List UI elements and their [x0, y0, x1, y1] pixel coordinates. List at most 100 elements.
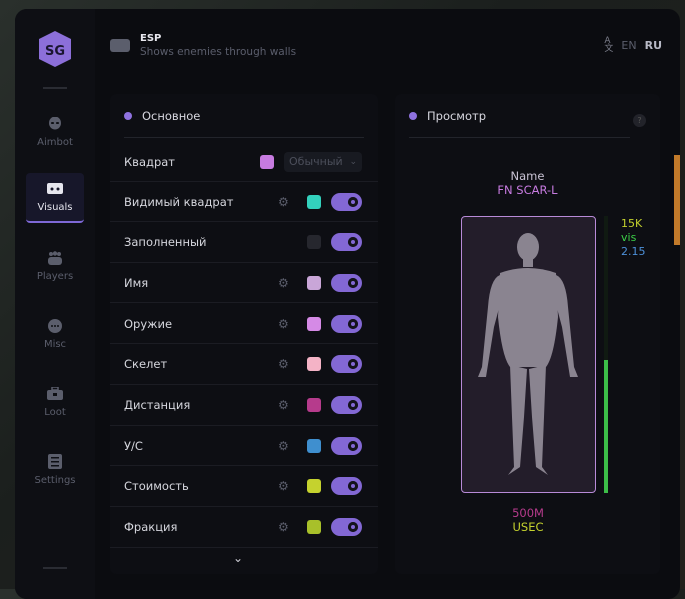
sidebar-item-settings[interactable]: Settings: [26, 445, 84, 495]
help-button[interactable]: ?: [633, 114, 646, 127]
color-swatch[interactable]: [307, 316, 321, 331]
box-mode-select[interactable]: Обычный ⌄: [284, 151, 362, 172]
sidebar-item-label: Aimbot: [37, 136, 73, 148]
setting-row: Оружие ⚙: [110, 304, 378, 345]
setting-row-box: Квадрат Обычный ⌄: [110, 142, 378, 182]
health-bar: [604, 216, 608, 493]
lang-ru-button[interactable]: RU: [644, 38, 662, 52]
list-icon: [46, 454, 64, 469]
app-window: SG Aimbot Visuals Players Misc Loot Sett…: [15, 9, 680, 599]
color-swatch[interactable]: [307, 520, 321, 535]
lang-en-button[interactable]: EN: [621, 38, 637, 52]
sidebar-item-label: Loot: [44, 406, 66, 418]
color-swatch[interactable]: [307, 438, 321, 453]
color-swatch[interactable]: [260, 154, 274, 169]
vr-goggles-icon: [46, 182, 64, 196]
main-settings-panel: Основное Квадрат Обычный ⌄ Видимый квадра…: [110, 94, 378, 574]
dots-icon: [46, 318, 64, 333]
toggle-switch[interactable]: [331, 273, 362, 292]
gear-icon[interactable]: ⚙: [278, 316, 289, 331]
gear-icon[interactable]: ⚙: [278, 438, 289, 453]
scroll-down-chevron-icon[interactable]: ⌄: [233, 551, 244, 565]
panel-title: Просмотр: [427, 109, 487, 123]
vr-goggles-icon: [110, 39, 130, 52]
users-icon: [46, 250, 64, 265]
color-swatch[interactable]: [307, 479, 321, 494]
select-value: Обычный: [289, 155, 343, 168]
color-swatch[interactable]: [307, 275, 321, 290]
eye-icon: [409, 112, 417, 120]
toggle-switch[interactable]: [331, 518, 362, 537]
gear-icon[interactable]: ⚙: [278, 398, 289, 412]
logo: SG: [39, 31, 71, 67]
sidebar-item-aimbot[interactable]: Aimbot: [26, 107, 84, 157]
setting-label: У/С: [124, 438, 143, 453]
gear-icon[interactable]: ⚙: [278, 194, 289, 209]
setting-row: Дистанция ⚙: [110, 386, 378, 426]
sidebar-item-visuals[interactable]: Visuals: [26, 173, 84, 223]
setting-label: Стоимость: [124, 479, 189, 494]
divider: [43, 87, 67, 89]
gear-icon[interactable]: ⚙: [278, 479, 289, 494]
setting-row: Заполненный: [110, 223, 378, 263]
background-element: [674, 155, 680, 245]
gear-icon[interactable]: ⚙: [278, 275, 289, 290]
sidebar-item-loot[interactable]: Loot: [26, 377, 84, 427]
sidebar-item-label: Players: [36, 270, 74, 282]
setting-row: Скелет ⚙: [110, 345, 378, 385]
sidebar-item-misc[interactable]: Misc: [26, 309, 84, 359]
player-model: [478, 233, 578, 475]
color-swatch[interactable]: [307, 357, 321, 372]
feature-title: ESP: [140, 33, 162, 44]
preview-value: 15K: [621, 217, 643, 230]
toggle-switch[interactable]: [331, 233, 362, 252]
setting-label: Скелет: [124, 357, 168, 372]
sidebar-item-label: Misc: [43, 338, 67, 350]
sidebar-item-label: Settings: [34, 474, 76, 486]
preview-panel: Просмотр ? Name FN SCAR-L 15K vis 2.15 5…: [395, 94, 660, 574]
panel-title: Основное: [142, 109, 201, 123]
toggle-switch[interactable]: [331, 477, 362, 496]
setting-row: Видимый квадрат ⚙: [110, 182, 378, 222]
setting-row: Стоимость ⚙: [110, 467, 378, 507]
toggle-switch[interactable]: [331, 355, 362, 374]
setting-row: Имя ⚙: [110, 263, 378, 304]
preview-weapon: FN SCAR-L: [497, 183, 558, 197]
toggle-switch[interactable]: [331, 436, 362, 455]
divider: [124, 137, 364, 138]
setting-row: У/С ⚙: [110, 426, 378, 467]
health-bar-fill: [604, 360, 608, 493]
sidebar-item-label: Visuals: [37, 201, 73, 213]
color-swatch[interactable]: [307, 398, 321, 412]
preview-distance: 500M: [512, 506, 544, 520]
setting-label: Дистанция: [124, 398, 191, 412]
sidebar-item-players[interactable]: Players: [26, 241, 84, 291]
setting-label: Видимый квадрат: [124, 194, 234, 209]
color-swatch[interactable]: [307, 194, 321, 209]
divider: [409, 137, 630, 138]
preview-name: Name: [510, 169, 545, 183]
toggle-switch[interactable]: [331, 314, 362, 333]
feature-subtitle: Shows enemies through walls: [140, 46, 297, 58]
preview-kd: 2.15: [621, 245, 646, 258]
gear-icon[interactable]: ⚙: [278, 520, 289, 535]
gear-icon[interactable]: ⚙: [278, 357, 289, 372]
setting-label: Имя: [124, 275, 149, 290]
preview-visibility: vis: [621, 231, 637, 244]
preview-box: [461, 216, 596, 493]
sidebar: SG Aimbot Visuals Players Misc Loot Sett…: [15, 9, 95, 599]
color-swatch[interactable]: [307, 235, 321, 250]
setting-row: Фракция ⚙: [110, 508, 378, 548]
panel-header: Просмотр: [409, 109, 486, 123]
preview-faction: USEC: [512, 520, 544, 534]
toggle-switch[interactable]: [331, 192, 362, 211]
alien-icon: [46, 116, 64, 131]
toggle-switch[interactable]: [331, 396, 362, 414]
setting-label: Оружие: [124, 316, 173, 331]
gear-icon: [124, 112, 132, 120]
briefcase-icon: [46, 387, 64, 401]
panel-header: Основное: [124, 109, 200, 123]
svg-text:SG: SG: [45, 44, 65, 59]
